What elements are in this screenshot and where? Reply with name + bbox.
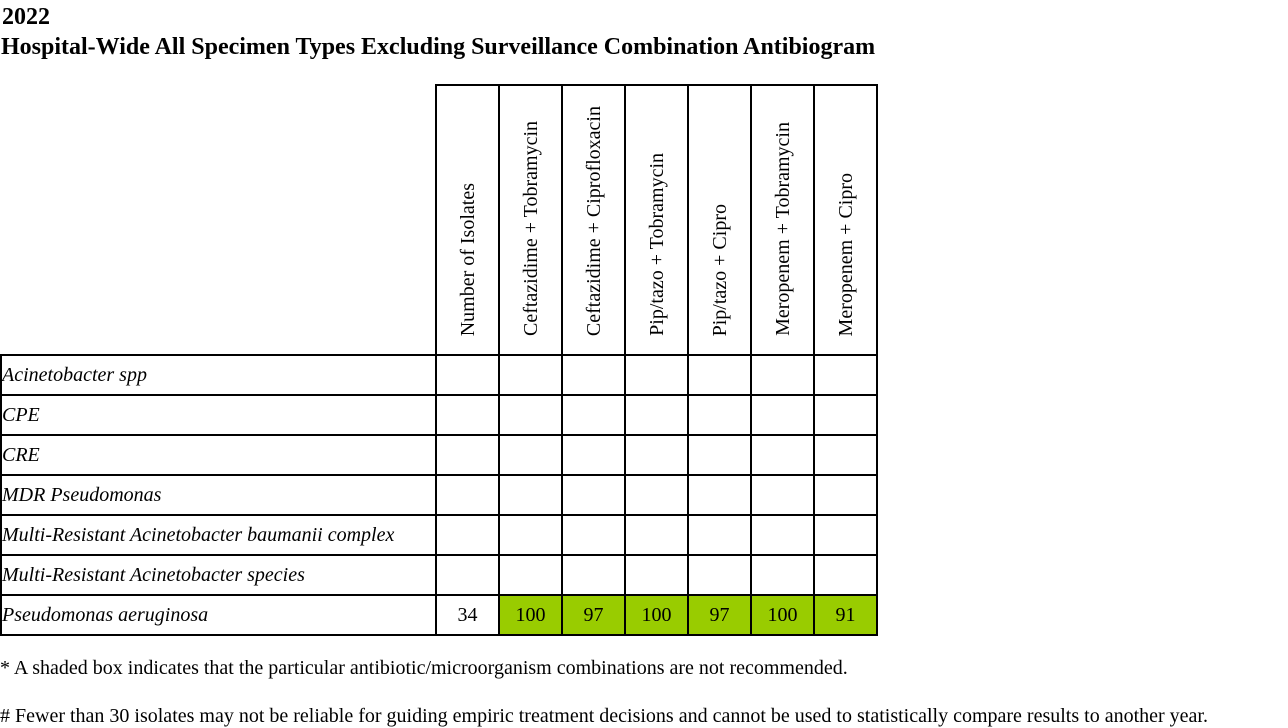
table-row: Multi-Resistant Acinetobacter species [0, 554, 878, 596]
column-header-label: Ceftazidime + Ciprofloxacin [582, 105, 605, 336]
table-cell [687, 354, 752, 396]
table-cell [498, 394, 563, 436]
column-header-ceftazidime-tobramycin: Ceftazidime + Tobramycin [498, 84, 563, 356]
table-cell-shaded: 97 [687, 594, 752, 636]
table-cell [498, 514, 563, 556]
table-cell [750, 514, 815, 556]
column-header-isolates: Number of Isolates [435, 84, 500, 356]
table-cell [687, 394, 752, 436]
table-cell [750, 554, 815, 596]
footnote-shaded: * A shaded box indicates that the partic… [0, 657, 848, 679]
table-cell-shaded: 91 [813, 594, 878, 636]
table-cell [687, 434, 752, 476]
table-cell [813, 554, 878, 596]
table-cell [435, 434, 500, 476]
table-cell [498, 554, 563, 596]
column-header-meropenem-cipro: Meropenem + Cipro [813, 84, 878, 356]
footnote-isolates: # Fewer than 30 isolates may not be reli… [0, 705, 1208, 727]
table-cell [561, 434, 626, 476]
table-cell [750, 354, 815, 396]
report-year: 2022 [2, 4, 50, 30]
column-header-meropenem-tobramycin: Meropenem + Tobramycin [750, 84, 815, 356]
table-cell [624, 514, 689, 556]
column-header-label: Number of Isolates [456, 182, 479, 336]
table-cell-shaded: 100 [750, 594, 815, 636]
table-cell [561, 474, 626, 516]
table-cell [750, 474, 815, 516]
table-cell [435, 394, 500, 436]
organism-name: Pseudomonas aeruginosa [0, 594, 437, 636]
organism-name: Multi-Resistant Acinetobacter baumanii c… [0, 514, 437, 556]
table-cell [624, 554, 689, 596]
table-cell-shaded: 100 [498, 594, 563, 636]
column-header-piptazo-tobramycin: Pip/tazo + Tobramycin [624, 84, 689, 356]
table-cell [498, 434, 563, 476]
column-header-label: Meropenem + Cipro [834, 172, 857, 336]
table-cell [813, 514, 878, 556]
table-cell [561, 514, 626, 556]
table-cell [435, 514, 500, 556]
column-header-label: Pip/tazo + Tobramycin [645, 153, 668, 336]
table-cell [561, 394, 626, 436]
table-cell [561, 354, 626, 396]
column-header-label: Ceftazidime + Tobramycin [519, 121, 542, 336]
table-cell [624, 394, 689, 436]
table-cell: 34 [435, 594, 500, 636]
table-cell [750, 394, 815, 436]
table-cell [687, 514, 752, 556]
organism-name: MDR Pseudomonas [0, 474, 437, 516]
organism-name: Multi-Resistant Acinetobacter species [0, 554, 437, 596]
table-cell [498, 354, 563, 396]
table-cell [498, 474, 563, 516]
header-row: Number of Isolates Ceftazidime + Tobramy… [1, 84, 878, 356]
organism-name: CPE [0, 394, 437, 436]
column-header-label: Meropenem + Tobramycin [771, 122, 794, 336]
table-cell [624, 354, 689, 396]
table-cell [687, 474, 752, 516]
table-cell [813, 394, 878, 436]
table-cell [435, 554, 500, 596]
table-row: CPE [0, 394, 878, 436]
table-cell [813, 474, 878, 516]
table-cell [624, 474, 689, 516]
table-cell [813, 434, 878, 476]
column-header-label: Pip/tazo + Cipro [708, 203, 731, 336]
table-cell [435, 474, 500, 516]
report-title: Hospital-Wide All Specimen Types Excludi… [1, 34, 876, 60]
table-cell [813, 354, 878, 396]
table-row: MDR Pseudomonas [0, 474, 878, 516]
table-cell-shaded: 100 [624, 594, 689, 636]
antibiogram-table: Number of Isolates Ceftazidime + Tobramy… [0, 84, 878, 636]
table-cell [687, 554, 752, 596]
table-cell [435, 354, 500, 396]
table-cell [561, 554, 626, 596]
table-row: Pseudomonas aeruginosa 34 100 97 100 97 … [0, 594, 878, 636]
table-row: CRE [0, 434, 878, 476]
table-cell-shaded: 97 [561, 594, 626, 636]
table-row: Multi-Resistant Acinetobacter baumanii c… [0, 514, 878, 556]
column-header-piptazo-cipro: Pip/tazo + Cipro [687, 84, 752, 356]
table-row: Acinetobacter spp [0, 354, 878, 396]
column-header-ceftazidime-ciprofloxacin: Ceftazidime + Ciprofloxacin [561, 84, 626, 356]
organism-name: Acinetobacter spp [0, 354, 437, 396]
table-cell [624, 434, 689, 476]
header-corner [1, 85, 436, 355]
table-cell [750, 434, 815, 476]
organism-name: CRE [0, 434, 437, 476]
